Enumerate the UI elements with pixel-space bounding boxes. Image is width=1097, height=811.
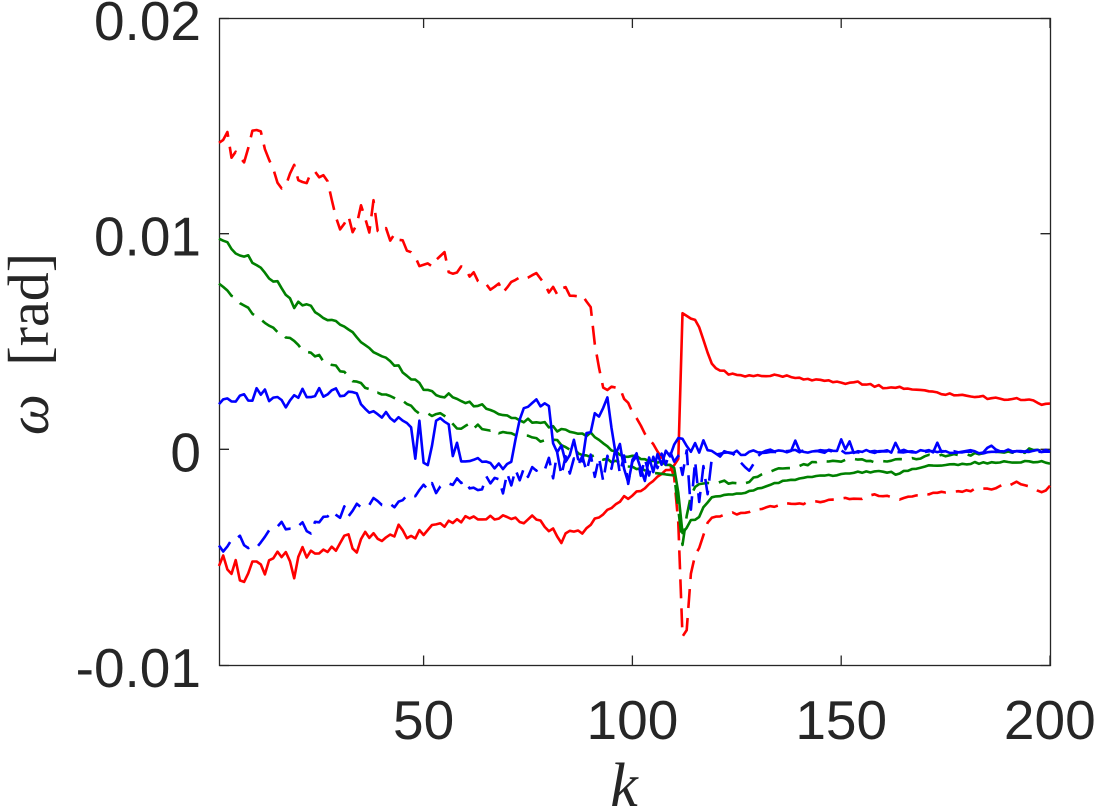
svg-text:0.01: 0.01 [94, 206, 201, 268]
svg-text:ω [rad]: ω [rad] [0, 253, 61, 435]
svg-text:-0.01: -0.01 [76, 637, 201, 699]
svg-text:200: 200 [1004, 689, 1096, 751]
svg-text:k: k [610, 752, 639, 811]
svg-text:50: 50 [393, 689, 454, 751]
svg-text:100: 100 [587, 689, 679, 751]
svg-text:150: 150 [795, 689, 887, 751]
svg-text:0: 0 [170, 421, 201, 483]
svg-text:0.02: 0.02 [94, 0, 201, 52]
